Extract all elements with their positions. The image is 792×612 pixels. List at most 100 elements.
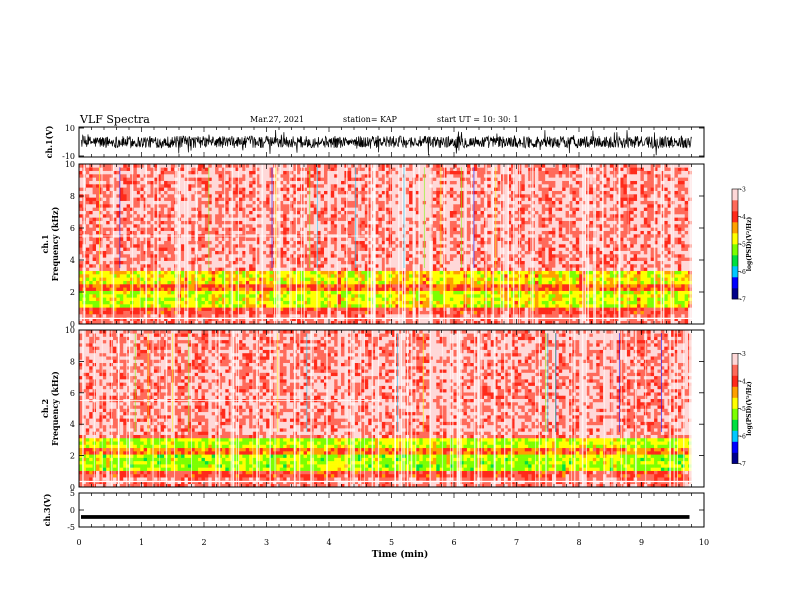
spectrogram-cell [167, 247, 172, 251]
spectrogram-cell [415, 180, 420, 185]
spectrogram-cell [198, 184, 202, 188]
spectrogram-cell [259, 287, 264, 291]
spectrogram-cell [249, 200, 253, 205]
spectrogram-cell [221, 247, 226, 251]
spectrogram-cell [221, 250, 226, 255]
spectrogram-cell [317, 227, 321, 231]
spectrogram-cell [218, 254, 223, 258]
spectrogram-cell [283, 257, 287, 261]
spectrogram-cell [324, 237, 328, 241]
spectrogram-cell [228, 297, 233, 301]
spectrogram-cell [85, 247, 90, 251]
spectrogram-cell [211, 237, 216, 241]
spectrogram-cell [170, 167, 175, 171]
spectrogram-cell [170, 280, 175, 285]
spectrogram-cell [167, 210, 172, 215]
spectrogram-cell [225, 190, 230, 195]
spectrogram-cell [334, 280, 338, 285]
spectrogram-cell [293, 250, 298, 255]
spectrogram-cell [296, 304, 301, 308]
spectrogram-cell [324, 270, 328, 275]
spectrogram-cell [395, 284, 400, 288]
spectrogram-cell [368, 207, 372, 211]
spectrogram-cell [198, 320, 202, 325]
spectrogram-cell [364, 167, 369, 171]
spectrogram-cell [170, 227, 175, 231]
spectrogram-cell [106, 224, 110, 228]
spectrogram-cell [378, 317, 383, 321]
spectrogram-cell [415, 240, 420, 245]
spectrogram-cell [85, 257, 90, 261]
spectrogram-cell [385, 214, 389, 218]
spectrogram-cell [96, 274, 100, 278]
spectrogram-cell [123, 277, 127, 281]
spectrogram-cell [160, 300, 165, 305]
spectrogram-cell [133, 170, 138, 175]
spectrogram-cell [398, 240, 403, 245]
spectrogram-cell [109, 307, 114, 311]
spectrogram-cell [238, 197, 243, 201]
spectrogram-cell [347, 164, 352, 168]
spectrogram-cell [96, 264, 100, 268]
spectrogram-cell [211, 310, 216, 315]
spectrogram-cell [255, 174, 260, 178]
spectrogram-cell [225, 167, 230, 171]
spectrogram-cell [317, 297, 321, 301]
spectrogram-cell [242, 274, 247, 278]
spectrogram-cell [96, 317, 100, 321]
spectrogram-cell [245, 307, 250, 311]
spectrogram-cell [320, 187, 325, 191]
spectrogram-cell [320, 280, 325, 285]
spectrogram-cell [191, 224, 195, 228]
spectrogram-cell [136, 304, 141, 308]
spectrogram-cell [415, 190, 420, 195]
spectrogram-cell [259, 307, 264, 311]
spectrogram-cell [286, 307, 291, 311]
spectrogram-cell [153, 214, 158, 218]
spectrogram-cell [266, 300, 270, 305]
spectrogram-cell [306, 270, 311, 275]
spectrogram-cell [249, 314, 253, 318]
spectrogram-cell [191, 250, 195, 255]
spectrogram-cell [327, 177, 332, 181]
spectrogram-cell [368, 304, 372, 308]
spectrogram-cell [198, 294, 202, 298]
spectrogram-cell [99, 317, 104, 321]
spectrogram-cell [296, 204, 301, 208]
spectrogram-cell [102, 304, 107, 308]
spectrogram-cell [211, 287, 216, 291]
spectrogram-cell [228, 204, 233, 208]
spectrogram-cell [269, 317, 274, 321]
spectrogram-cell [354, 300, 359, 305]
spectrogram-cell [395, 190, 400, 195]
spectrogram-cell [381, 210, 386, 215]
spectrogram-cell [320, 217, 325, 221]
spectrogram-cell [140, 217, 144, 221]
spectrogram-cell [296, 310, 301, 315]
spectrogram-cell [153, 207, 158, 211]
spectrogram-cell [225, 187, 230, 191]
spectrogram-cell [204, 297, 209, 301]
spectrogram-cell [347, 207, 352, 211]
spectrogram-cell [181, 304, 185, 308]
spectrogram-cell [133, 217, 138, 221]
spectrogram-cell [201, 210, 206, 215]
spectrogram-cell [157, 200, 161, 205]
spectrogram-cell [92, 297, 97, 301]
spectrogram-cell [306, 320, 311, 325]
spectrogram-cell [79, 257, 83, 261]
spectrogram-cell [164, 304, 168, 308]
spectrogram-cell [283, 170, 287, 175]
spectrogram-cell [262, 164, 267, 168]
spectrogram-cell [419, 284, 423, 288]
spectrogram-cell [327, 180, 332, 185]
spectrogram-cell [283, 287, 287, 291]
spectrogram-cell [405, 294, 410, 298]
spectrogram-cell [116, 204, 121, 208]
spectrogram-cell [96, 314, 100, 318]
spectrogram-cell [341, 194, 345, 198]
spectrogram-cell [116, 184, 121, 188]
spectrogram-cell [347, 227, 352, 231]
spectrogram-cell [215, 177, 219, 181]
spectrogram-cell [409, 307, 413, 311]
